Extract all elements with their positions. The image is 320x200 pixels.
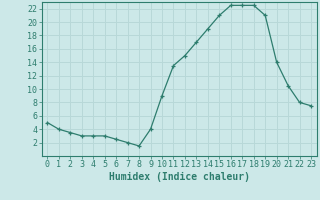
X-axis label: Humidex (Indice chaleur): Humidex (Indice chaleur): [109, 172, 250, 182]
